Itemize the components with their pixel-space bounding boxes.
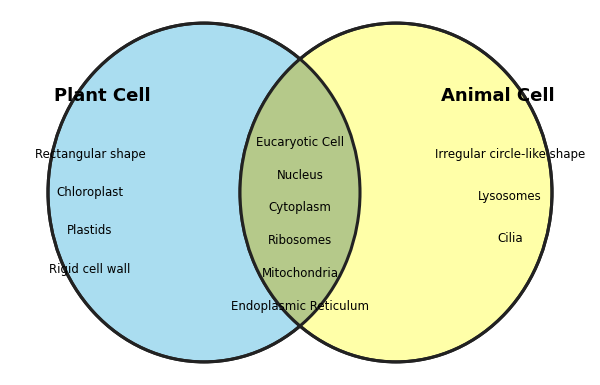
Text: Animal Cell: Animal Cell (441, 87, 555, 105)
Text: Endoplasmic Reticulum: Endoplasmic Reticulum (231, 300, 369, 313)
Text: Mitochondria: Mitochondria (262, 267, 338, 280)
Text: Rigid cell wall: Rigid cell wall (49, 263, 131, 276)
Text: Plastids: Plastids (67, 224, 113, 238)
Ellipse shape (48, 23, 360, 362)
Text: Irregular circle-like shape: Irregular circle-like shape (435, 147, 585, 161)
Ellipse shape (240, 23, 552, 362)
Text: Plant Cell: Plant Cell (53, 87, 151, 105)
Text: Chloroplast: Chloroplast (56, 186, 124, 199)
Text: Nucleus: Nucleus (277, 169, 323, 182)
Text: Cilia: Cilia (497, 232, 523, 245)
Text: Eucaryotic Cell: Eucaryotic Cell (256, 136, 344, 149)
Text: Ribosomes: Ribosomes (268, 234, 332, 247)
Text: Cytoplasm: Cytoplasm (269, 201, 331, 214)
Text: Lysosomes: Lysosomes (478, 190, 542, 203)
Text: Rectangular shape: Rectangular shape (35, 147, 145, 161)
Ellipse shape (48, 23, 360, 362)
